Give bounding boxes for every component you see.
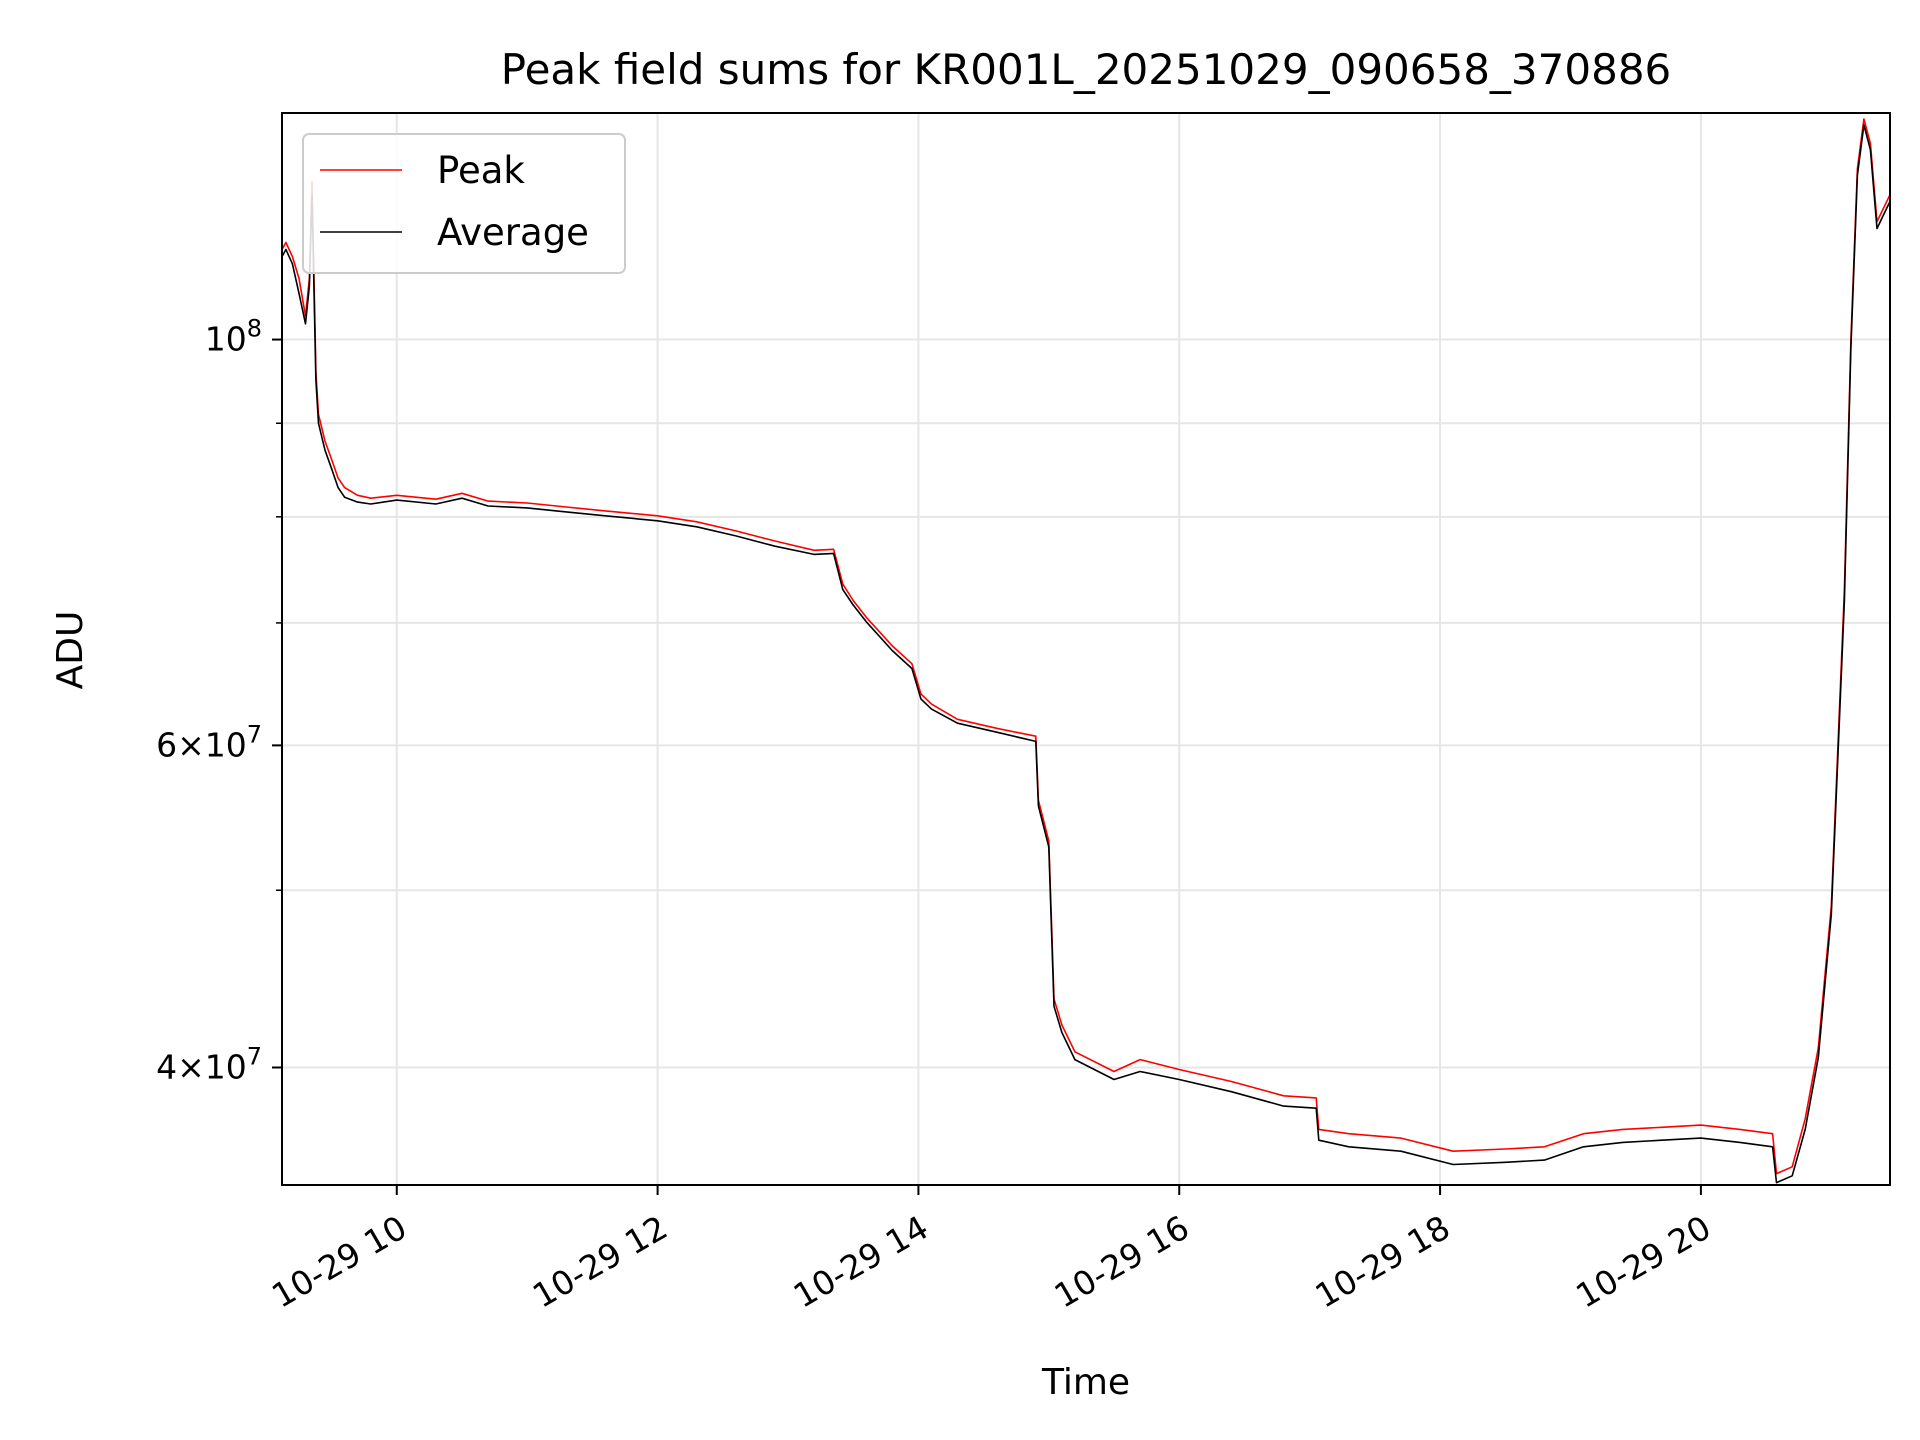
y-axis-title: ADU xyxy=(50,611,91,690)
series-lines xyxy=(282,118,1890,1184)
y-tick-label: 108 xyxy=(205,315,262,359)
series-line-peak xyxy=(282,118,1890,1175)
legend-box xyxy=(302,133,626,274)
legend-label-peak: Peak xyxy=(437,149,525,192)
plot-frame xyxy=(281,112,1891,1186)
legend: Peak Average xyxy=(302,133,626,274)
y-tick-label: 4×107 xyxy=(156,1042,262,1086)
series-line-average xyxy=(282,124,1890,1184)
grid-lines xyxy=(282,113,1890,1185)
chart-title: Peak field sums for KR001L_20251029_0906… xyxy=(501,45,1672,94)
y-tick-label: 6×107 xyxy=(156,720,262,764)
x-axis-title: Time xyxy=(1041,1362,1130,1403)
legend-label-average: Average xyxy=(437,211,589,254)
